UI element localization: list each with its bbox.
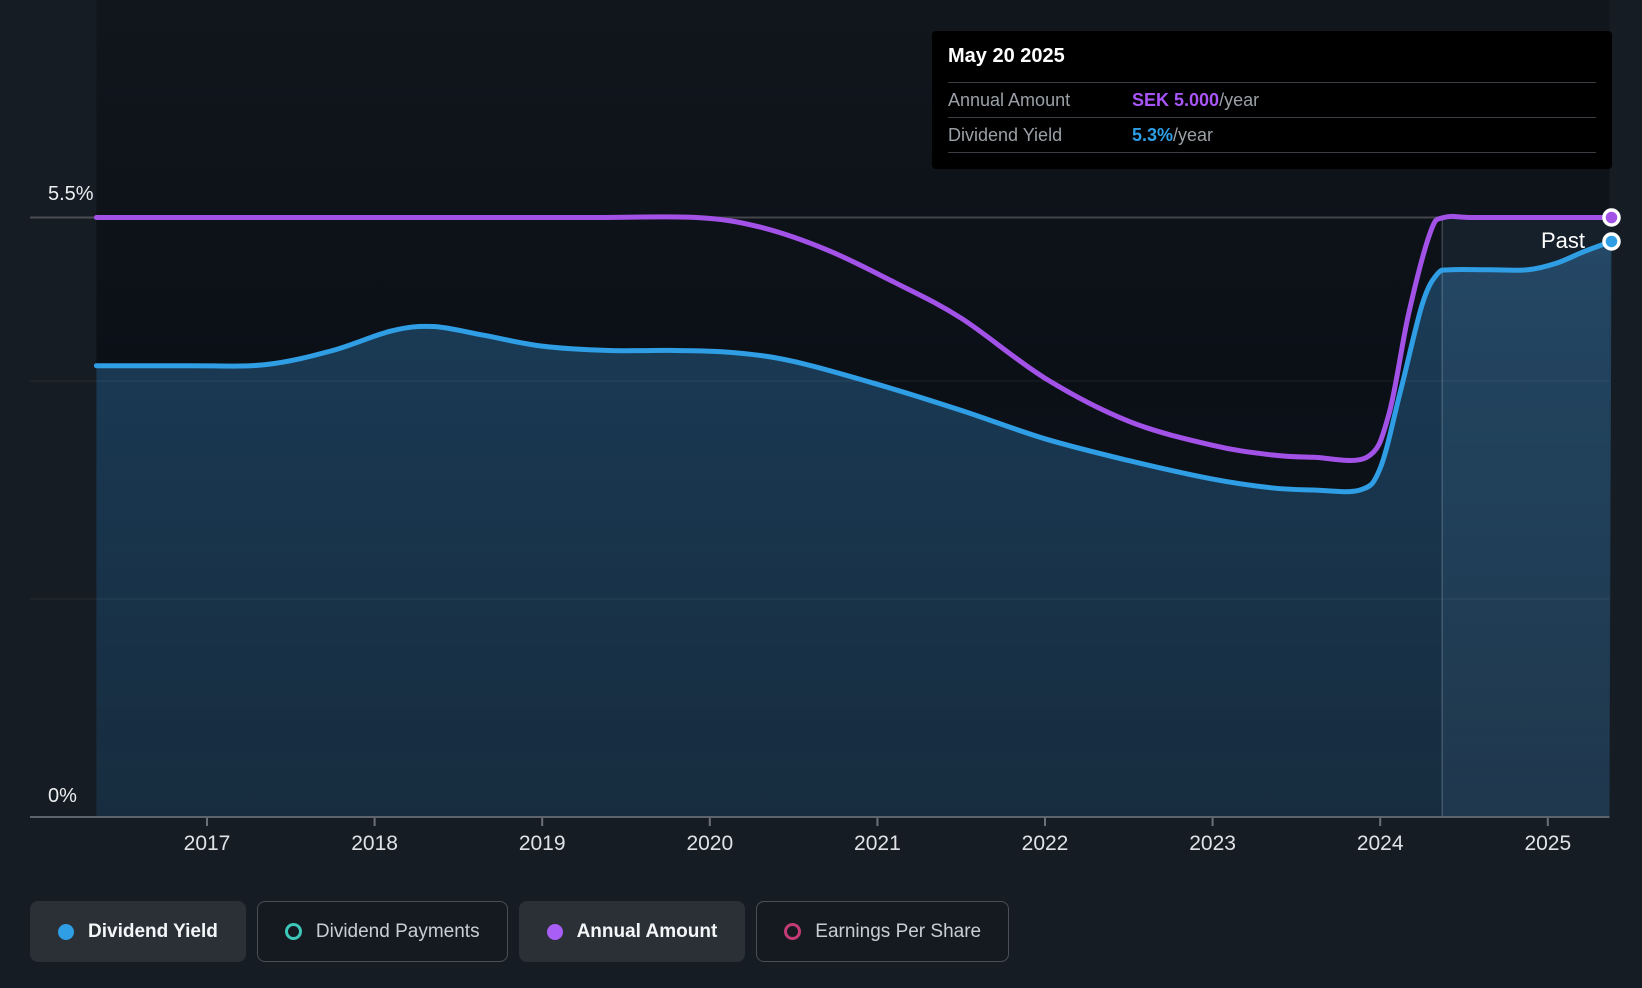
legend-label: Annual Amount <box>576 920 718 942</box>
x-axis-year-label: 2018 <box>351 832 398 855</box>
past-region-label: Past <box>1541 228 1586 253</box>
dividend-yield-line <box>93 239 1614 495</box>
x-axis-year-label: 2017 <box>184 832 231 855</box>
tooltip-value: 5.3% <box>1132 124 1174 145</box>
y-axis-zero-label: 0% <box>48 785 77 807</box>
annual-amount-line <box>93 213 1614 463</box>
x-axis-year-label: 2020 <box>686 832 733 855</box>
dividend-yield-end-dot <box>1602 232 1621 251</box>
legend-label: Earnings Per Share <box>815 920 982 942</box>
tooltip-row-dividend-yield: Dividend Yield 5.3%/year <box>948 118 1596 153</box>
tooltip-label: Dividend Yield <box>948 124 1063 145</box>
tooltip-row-annual-amount: Annual Amount SEK 5.000/year <box>948 83 1596 118</box>
x-axis-year-label: 2019 <box>519 832 566 855</box>
chart-legend: Dividend Yield Dividend Payments Annual … <box>30 901 1010 962</box>
dividend-payments-ring-icon <box>284 923 302 940</box>
annual-amount-dot-icon <box>546 923 563 940</box>
legend-button-earnings-per-share[interactable]: Earnings Per Share <box>756 901 1010 962</box>
chart-tooltip: May 20 2025 Annual Amount SEK 5.000/year… <box>932 31 1612 169</box>
x-axis-year-label: 2021 <box>854 832 901 855</box>
past-year-highlight-band <box>1442 217 1610 817</box>
legend-label: Dividend Payments <box>315 920 480 942</box>
tooltip-label: Annual Amount <box>948 89 1071 110</box>
tooltip-value-suffix: /year <box>1219 89 1260 110</box>
x-axis-year-label: 2025 <box>1524 832 1571 855</box>
annual-amount-end-dot <box>1602 208 1621 227</box>
y-axis-top-label: 5.5% <box>48 183 94 205</box>
legend-button-dividend-yield[interactable]: Dividend Yield <box>30 901 246 962</box>
x-axis-year-label: 2023 <box>1189 832 1236 855</box>
legend-button-dividend-payments[interactable]: Dividend Payments <box>256 901 508 962</box>
tooltip-value-suffix: /year <box>1173 124 1214 145</box>
earnings-per-share-ring-icon <box>784 923 802 940</box>
x-axis-year-label: 2022 <box>1022 832 1069 855</box>
dividend-yield-area <box>96 241 1612 817</box>
legend-label: Dividend Yield <box>88 920 218 942</box>
legend-button-annual-amount[interactable]: Annual Amount <box>518 901 746 962</box>
tooltip-date: May 20 2025 <box>948 31 1596 83</box>
dividend-yield-dot-icon <box>58 923 74 940</box>
x-axis-year-label: 2024 <box>1357 832 1404 855</box>
tooltip-value: SEK 5.000 <box>1132 89 1220 110</box>
